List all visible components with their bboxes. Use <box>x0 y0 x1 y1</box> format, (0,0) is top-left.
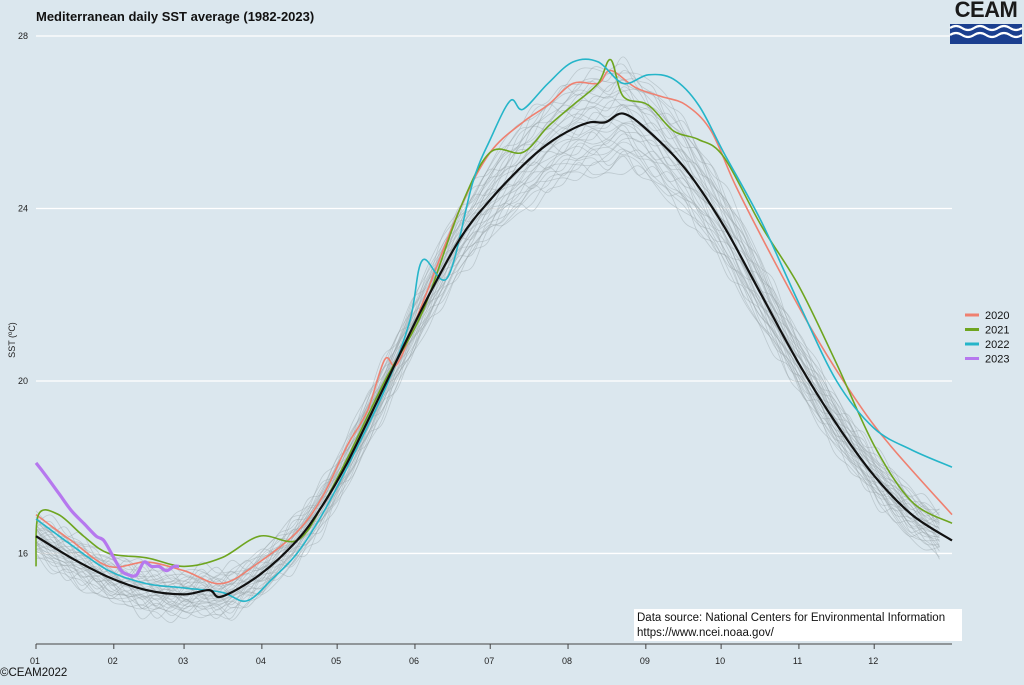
historical-year-line <box>35 67 940 582</box>
historical-year-line <box>35 141 940 619</box>
historical-year-line <box>35 150 940 619</box>
historical-year-line <box>35 73 940 591</box>
historical-year-line <box>35 120 940 607</box>
legend-label-2023: 2023 <box>985 354 1009 366</box>
series-line-2020 <box>35 69 953 585</box>
data-source-url[interactable]: https://www.ncei.noaa.gov/ <box>637 627 774 639</box>
y-tick-label: 28 <box>18 31 28 41</box>
historical-year-line <box>35 63 940 589</box>
data-source-note: Data source: National Centers for Enviro… <box>634 609 962 641</box>
historical-year-line <box>35 155 940 620</box>
series-line-2022 <box>35 58 953 603</box>
historical-year-line <box>35 149 940 619</box>
historical-year-line <box>35 78 940 590</box>
historical-year-line <box>35 162 940 623</box>
chart-title: Mediterranean daily SST average (1982-20… <box>36 9 315 24</box>
historical-year-line <box>35 56 940 588</box>
historical-year-line <box>35 70 940 586</box>
logo-waves-icon <box>949 24 1023 44</box>
x-tick-label: 02 <box>108 656 118 666</box>
historical-year-line <box>35 118 940 605</box>
x-tick-label: 12 <box>868 656 878 666</box>
x-tick-label: 07 <box>484 656 494 666</box>
series-lines <box>34 58 953 603</box>
y-tick-label: 16 <box>18 548 28 558</box>
legend-label-2021: 2021 <box>985 325 1009 337</box>
historical-year-line <box>35 88 940 592</box>
ceam-logo: CEAM <box>948 0 1024 46</box>
historical-year-line <box>35 103 940 603</box>
gridlines <box>36 35 952 555</box>
y-axis-label: SST (ºC) <box>7 322 17 358</box>
historical-year-line <box>35 122 940 611</box>
axes: 16 20 24 28 SST (ºC) 01 02 03 04 05 06 07 08 09 10 11 12 <box>7 31 952 666</box>
historical-year-line <box>35 137 940 614</box>
historical-year-line <box>35 142 940 616</box>
historical-year-line <box>35 95 940 596</box>
historical-years-band <box>35 56 940 623</box>
historical-year-line <box>35 99 940 597</box>
y-tick-label: 20 <box>18 376 28 386</box>
y-tick-label: 24 <box>18 203 28 213</box>
legend: 2020 2021 2022 2023 <box>965 310 1009 366</box>
historical-year-line <box>35 129 940 613</box>
legend-label-2020: 2020 <box>985 310 1009 322</box>
copyright-credit: ©CEAM2022 <box>0 667 68 679</box>
historical-year-line <box>35 77 940 592</box>
x-tick-label: 09 <box>640 656 650 666</box>
historical-year-line <box>35 140 940 614</box>
historical-year-line <box>35 100 940 600</box>
historical-year-line <box>35 85 940 598</box>
x-tick-label: 11 <box>793 656 802 666</box>
logo-text: CEAM <box>954 0 1018 22</box>
data-source-line: Data source: National Centers for Enviro… <box>637 612 946 624</box>
historical-year-line <box>35 79 940 593</box>
historical-year-line <box>35 125 940 610</box>
climatology-mean-line <box>35 112 953 599</box>
historical-year-line <box>35 148 940 619</box>
x-tick-label: 05 <box>331 656 341 666</box>
x-tick-label: 06 <box>409 656 419 666</box>
x-tick-label: 08 <box>562 656 572 666</box>
historical-year-line <box>35 131 940 609</box>
x-tick-label: 10 <box>715 656 725 666</box>
x-tick-label: 03 <box>178 656 188 666</box>
legend-label-2022: 2022 <box>985 339 1009 351</box>
series-line-2021 <box>35 58 953 568</box>
series-line-2023 <box>34 461 180 578</box>
x-tick-label: 04 <box>256 656 266 666</box>
x-tick-label: 01 <box>30 656 40 666</box>
historical-year-line <box>35 86 940 594</box>
